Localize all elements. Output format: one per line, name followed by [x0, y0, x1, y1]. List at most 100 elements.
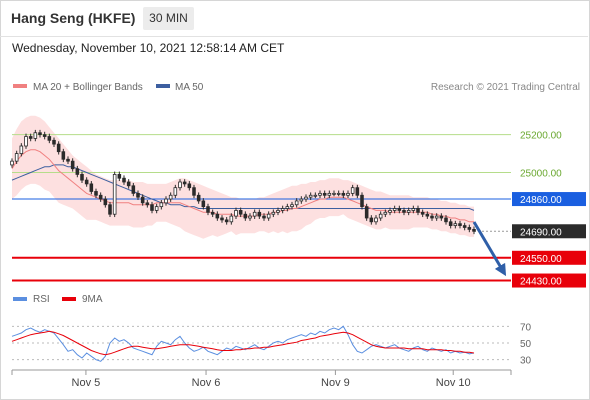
candle-body [467, 227, 472, 230]
credit-label: Research © 2021 Trading Central [431, 82, 580, 93]
candle-body [378, 213, 383, 219]
level-tag-last [512, 224, 586, 239]
candle-body [280, 208, 285, 211]
candle-body [117, 174, 122, 179]
candle-body [439, 215, 444, 219]
candle-body [458, 223, 462, 226]
candle-body [271, 211, 276, 215]
candle-body [248, 215, 252, 219]
candle-body [416, 208, 420, 213]
candle-body [28, 136, 33, 139]
candle-body [52, 139, 56, 145]
level-tag-support [512, 273, 586, 288]
candle-body [276, 210, 280, 213]
candle-body [196, 194, 201, 202]
candle-body [136, 192, 140, 198]
candle-body [388, 210, 392, 213]
candle-body [420, 211, 425, 215]
ma20-line [11, 149, 474, 223]
candle-body [238, 210, 243, 215]
candle-body [19, 145, 24, 154]
candle-body [397, 208, 402, 211]
candle-body [122, 177, 126, 183]
candle-body [173, 187, 178, 196]
candle-body [430, 215, 434, 219]
candle-body [47, 136, 52, 141]
instrument-title: Hang Seng (HKFE) [11, 10, 136, 26]
candle-body [224, 219, 229, 223]
level-label-pivot: 24860.00 [520, 195, 562, 206]
candle-body [131, 185, 136, 194]
candle-body [206, 206, 210, 213]
candle-body [308, 194, 313, 198]
candle-body [318, 192, 322, 196]
candle-body [80, 174, 84, 181]
candle-body [42, 134, 47, 137]
candle-body [234, 210, 238, 217]
candle-body [229, 215, 234, 223]
level-tag-pivot [512, 192, 586, 207]
candle-body [94, 191, 98, 196]
candle-body [434, 215, 439, 219]
candle-body [374, 217, 378, 223]
candle-body [257, 211, 262, 217]
candle-body [98, 194, 103, 200]
candle-body [178, 181, 182, 189]
candle-body [182, 181, 187, 185]
candle-body [294, 200, 299, 206]
candle-body [215, 213, 220, 219]
ma20-legend-label: MA 20 + Bollinger Bands [33, 82, 143, 93]
candle-body [322, 192, 327, 196]
rsi-tick-label: 50 [520, 339, 532, 350]
rsi-tick-label: 30 [520, 356, 532, 367]
candle-body [56, 143, 61, 153]
datetime-label: Wednesday, November 10, 2021 12:58:14 AM… [12, 41, 285, 55]
rsi-line [11, 325, 475, 362]
candle-body [201, 200, 206, 208]
rsi-ma-legend-swatch [62, 297, 76, 301]
candle-body [462, 225, 467, 228]
candle-body [24, 136, 28, 147]
candle-body [290, 204, 294, 208]
level-label-support: 24430.00 [520, 277, 562, 288]
x-tick-label: Nov 6 [192, 377, 221, 389]
candle-body [70, 160, 75, 170]
candle-body [84, 179, 89, 185]
candle-body [220, 217, 224, 221]
candle-body [411, 208, 416, 211]
candle-body [369, 217, 374, 223]
candle-body [66, 158, 70, 162]
interval-badge[interactable]: 30 MIN [143, 7, 194, 30]
candle-body [472, 228, 476, 232]
candle-body [126, 181, 131, 187]
candle-body [187, 183, 192, 189]
level-tag-support [512, 250, 586, 265]
candle-body [14, 153, 19, 162]
candle-body [112, 174, 117, 215]
candle-body [383, 211, 388, 215]
candle-body [355, 187, 360, 196]
candle-body [103, 198, 108, 206]
candle-body [332, 192, 336, 195]
candle-body [33, 132, 38, 139]
ma50-legend-swatch [156, 84, 170, 88]
candle-body [360, 194, 364, 208]
candle-body [210, 211, 215, 215]
candle-body [61, 151, 66, 160]
level-label-resistance: 25000.00 [520, 169, 562, 180]
candle-body [192, 187, 196, 196]
candle-body [402, 210, 406, 213]
candle-body [448, 221, 453, 226]
candle-body [406, 210, 411, 213]
candle-body [75, 168, 80, 175]
candle-body [350, 187, 355, 194]
candle-body [89, 183, 94, 192]
candle-body [154, 206, 159, 211]
candle-body [38, 132, 42, 136]
rsi-legend-swatch [13, 297, 27, 301]
candle-body [304, 196, 308, 200]
ma20-legend-swatch [13, 84, 27, 88]
ma50-line [11, 164, 475, 211]
rsi-legend-label: RSI [33, 294, 50, 305]
